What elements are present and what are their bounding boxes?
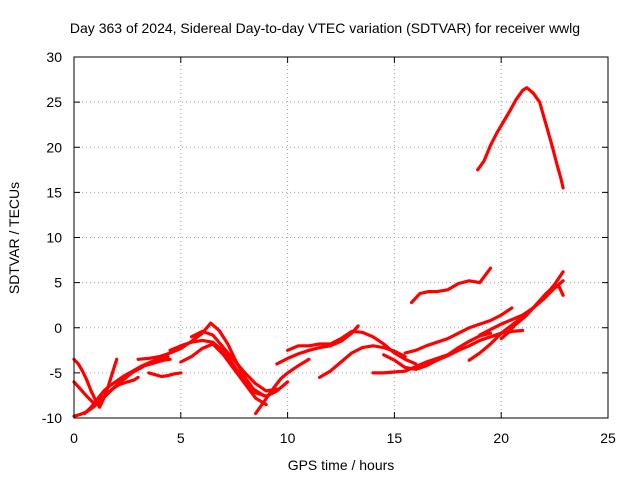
y-tick-label-3: 5 [54, 275, 62, 291]
x-tick-label-0: 0 [70, 430, 78, 446]
y-tick-label-4: 10 [46, 230, 62, 246]
y-tick-label-7: 25 [46, 94, 62, 110]
series-arc-17 [409, 266, 493, 305]
y-tick-label-2: 0 [54, 320, 62, 336]
grid [74, 57, 608, 418]
series-arc-12 [286, 329, 418, 366]
series-arc-09 [189, 329, 279, 393]
x-tick-label-2: 10 [280, 430, 296, 446]
y-tick-label-8: 30 [46, 49, 62, 65]
data-series-group [72, 86, 565, 418]
series-arc-22 [476, 86, 565, 190]
x-tick-label-3: 15 [387, 430, 403, 446]
y-tick-label-0: -10 [42, 410, 62, 426]
series-arc-11 [275, 324, 360, 366]
series-arc-03 [72, 357, 172, 405]
x-tick-label-1: 5 [177, 430, 185, 446]
y-axis-label: SDTVAR / TECUs [6, 182, 22, 294]
chart-title: Day 363 of 2024, Sidereal Day-to-day VTE… [70, 20, 580, 36]
series-arc-19 [467, 279, 565, 362]
series-arc-10 [254, 357, 311, 416]
series-arc-05 [147, 371, 183, 379]
series-arc-06 [136, 321, 268, 398]
x-axis-label: GPS time / hours [288, 457, 395, 473]
x-tick-label-5: 25 [600, 430, 616, 446]
y-tick-label-1: -5 [50, 365, 63, 381]
y-tick-label-5: 15 [46, 184, 62, 200]
axis-ticks: 0 5 10 15 20 25 -10 -5 0 5 10 15 20 25 30 [42, 49, 616, 446]
series-arc-16 [403, 306, 514, 355]
series-arc-08 [179, 342, 268, 407]
series-arc-04 [83, 355, 170, 416]
series-arc-21 [499, 284, 565, 341]
series-arc-13 [318, 344, 407, 379]
x-tick-label-4: 20 [493, 430, 509, 446]
y-tick-label-6: 20 [46, 139, 62, 155]
